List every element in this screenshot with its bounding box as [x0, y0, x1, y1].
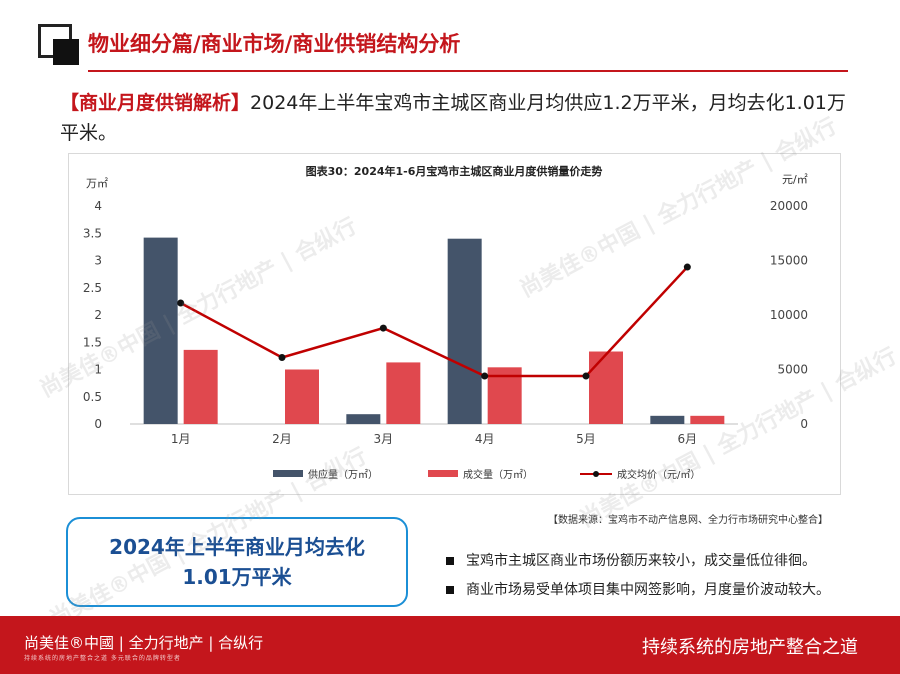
key-points: 宝鸡市主城区商业市场份额历来较小，成交量低位徘徊。 商业市场易受单体项目集中网签…: [440, 547, 830, 605]
legend-label-price: 成交均价（元/㎡）: [617, 468, 700, 481]
x-tick-label: 1月: [171, 432, 191, 446]
y-left-tick-label: 0.5: [83, 390, 102, 404]
bar-deal: [183, 349, 218, 424]
y-right-tick-label: 5000: [777, 363, 808, 377]
bar-deal: [690, 415, 725, 424]
price-point: [379, 324, 387, 332]
legend-swatch-supply: [273, 470, 303, 477]
headline: 【商业月度供销解析】2024年上半年宝鸡市主城区商业月均供应1.2万平米，月均去…: [60, 88, 860, 148]
bar-supply: [346, 414, 381, 424]
summary-line-1: 2024年上半年商业月均去化: [109, 535, 365, 559]
legend-label-supply: 供应量（万㎡）: [308, 468, 378, 481]
footer-slogan: 持续系统的房地产整合之道: [642, 637, 858, 658]
y-left-tick-label: 4: [94, 199, 102, 213]
footer-brand-subtitle: 持续系统的房地产整合之道 多元联合的品牌转型者: [24, 655, 181, 662]
price-point: [177, 299, 185, 307]
legend-swatch-deal: [428, 470, 458, 477]
summary-line-2: 1.01万平米: [182, 565, 292, 589]
price-point: [582, 372, 590, 380]
chart-title: 图表30：2024年1-6月宝鸡市主城区商业月度供销量价走势: [306, 164, 603, 178]
y-right-unit: 元/㎡: [782, 173, 808, 186]
legend-label-deal: 成交量（万㎡）: [463, 468, 533, 481]
legend-marker-price: [593, 471, 599, 477]
bar-deal: [386, 362, 421, 424]
section-logo-icon: [38, 24, 79, 65]
title-divider: [88, 70, 848, 72]
headline-tag: 【商业月度供销解析】: [60, 92, 251, 114]
x-tick-label: 2月: [272, 432, 292, 446]
y-left-tick-label: 1: [94, 363, 102, 377]
x-tick-label: 3月: [374, 432, 394, 446]
x-tick-label: 5月: [576, 432, 596, 446]
y-right-tick-label: 15000: [770, 254, 808, 268]
y-left-tick-label: 3: [94, 254, 102, 268]
x-tick-label: 6月: [678, 432, 698, 446]
y-left-tick-label: 2.5: [83, 281, 102, 295]
price-point: [278, 354, 286, 362]
y-left-unit: 万㎡: [86, 177, 108, 190]
bullet-item: 商业市场易受单体项目集中网签影响，月度量价波动较大。: [440, 576, 830, 605]
price-point: [481, 372, 489, 380]
footer-bar: 尚美佳®中國 | 全力行地产 | 合纵行 持续系统的房地产整合之道 多元联合的品…: [0, 616, 900, 674]
bar-deal: [589, 351, 623, 424]
y-left-tick-label: 1.5: [83, 335, 102, 349]
bar-supply: [650, 415, 685, 424]
source-note: 【数据来源：宝鸡市不动产信息网、全力行市场研究中心整合】: [548, 515, 828, 526]
y-right-tick-label: 20000: [770, 199, 808, 213]
price-line: [180, 266, 689, 378]
y-right-tick-label: 10000: [770, 308, 808, 322]
y-left-tick-label: 2: [94, 308, 102, 322]
bullet-item: 宝鸡市主城区商业市场份额历来较小，成交量低位徘徊。: [440, 547, 830, 576]
bar-deal: [285, 369, 319, 424]
headline-text: 2024年上半年宝鸡市主城区商业月均供应1.2万平米，月均去化1.01万平米。: [60, 92, 846, 144]
x-tick-label: 4月: [475, 432, 495, 446]
bar-supply: [143, 237, 178, 424]
footer-brand: 尚美佳®中國 | 全力行地产 | 合纵行: [24, 634, 264, 652]
y-left-tick-label: 0: [94, 417, 102, 431]
summary-box: 2024年上半年商业月均去化 1.01万平米: [66, 517, 408, 607]
y-left-tick-label: 3.5: [83, 226, 102, 240]
y-right-tick-label: 0: [800, 417, 808, 431]
bar-supply: [447, 238, 482, 424]
section-title: 物业细分篇/商业市场/商业供销结构分析: [88, 32, 461, 56]
price-point: [683, 263, 691, 271]
